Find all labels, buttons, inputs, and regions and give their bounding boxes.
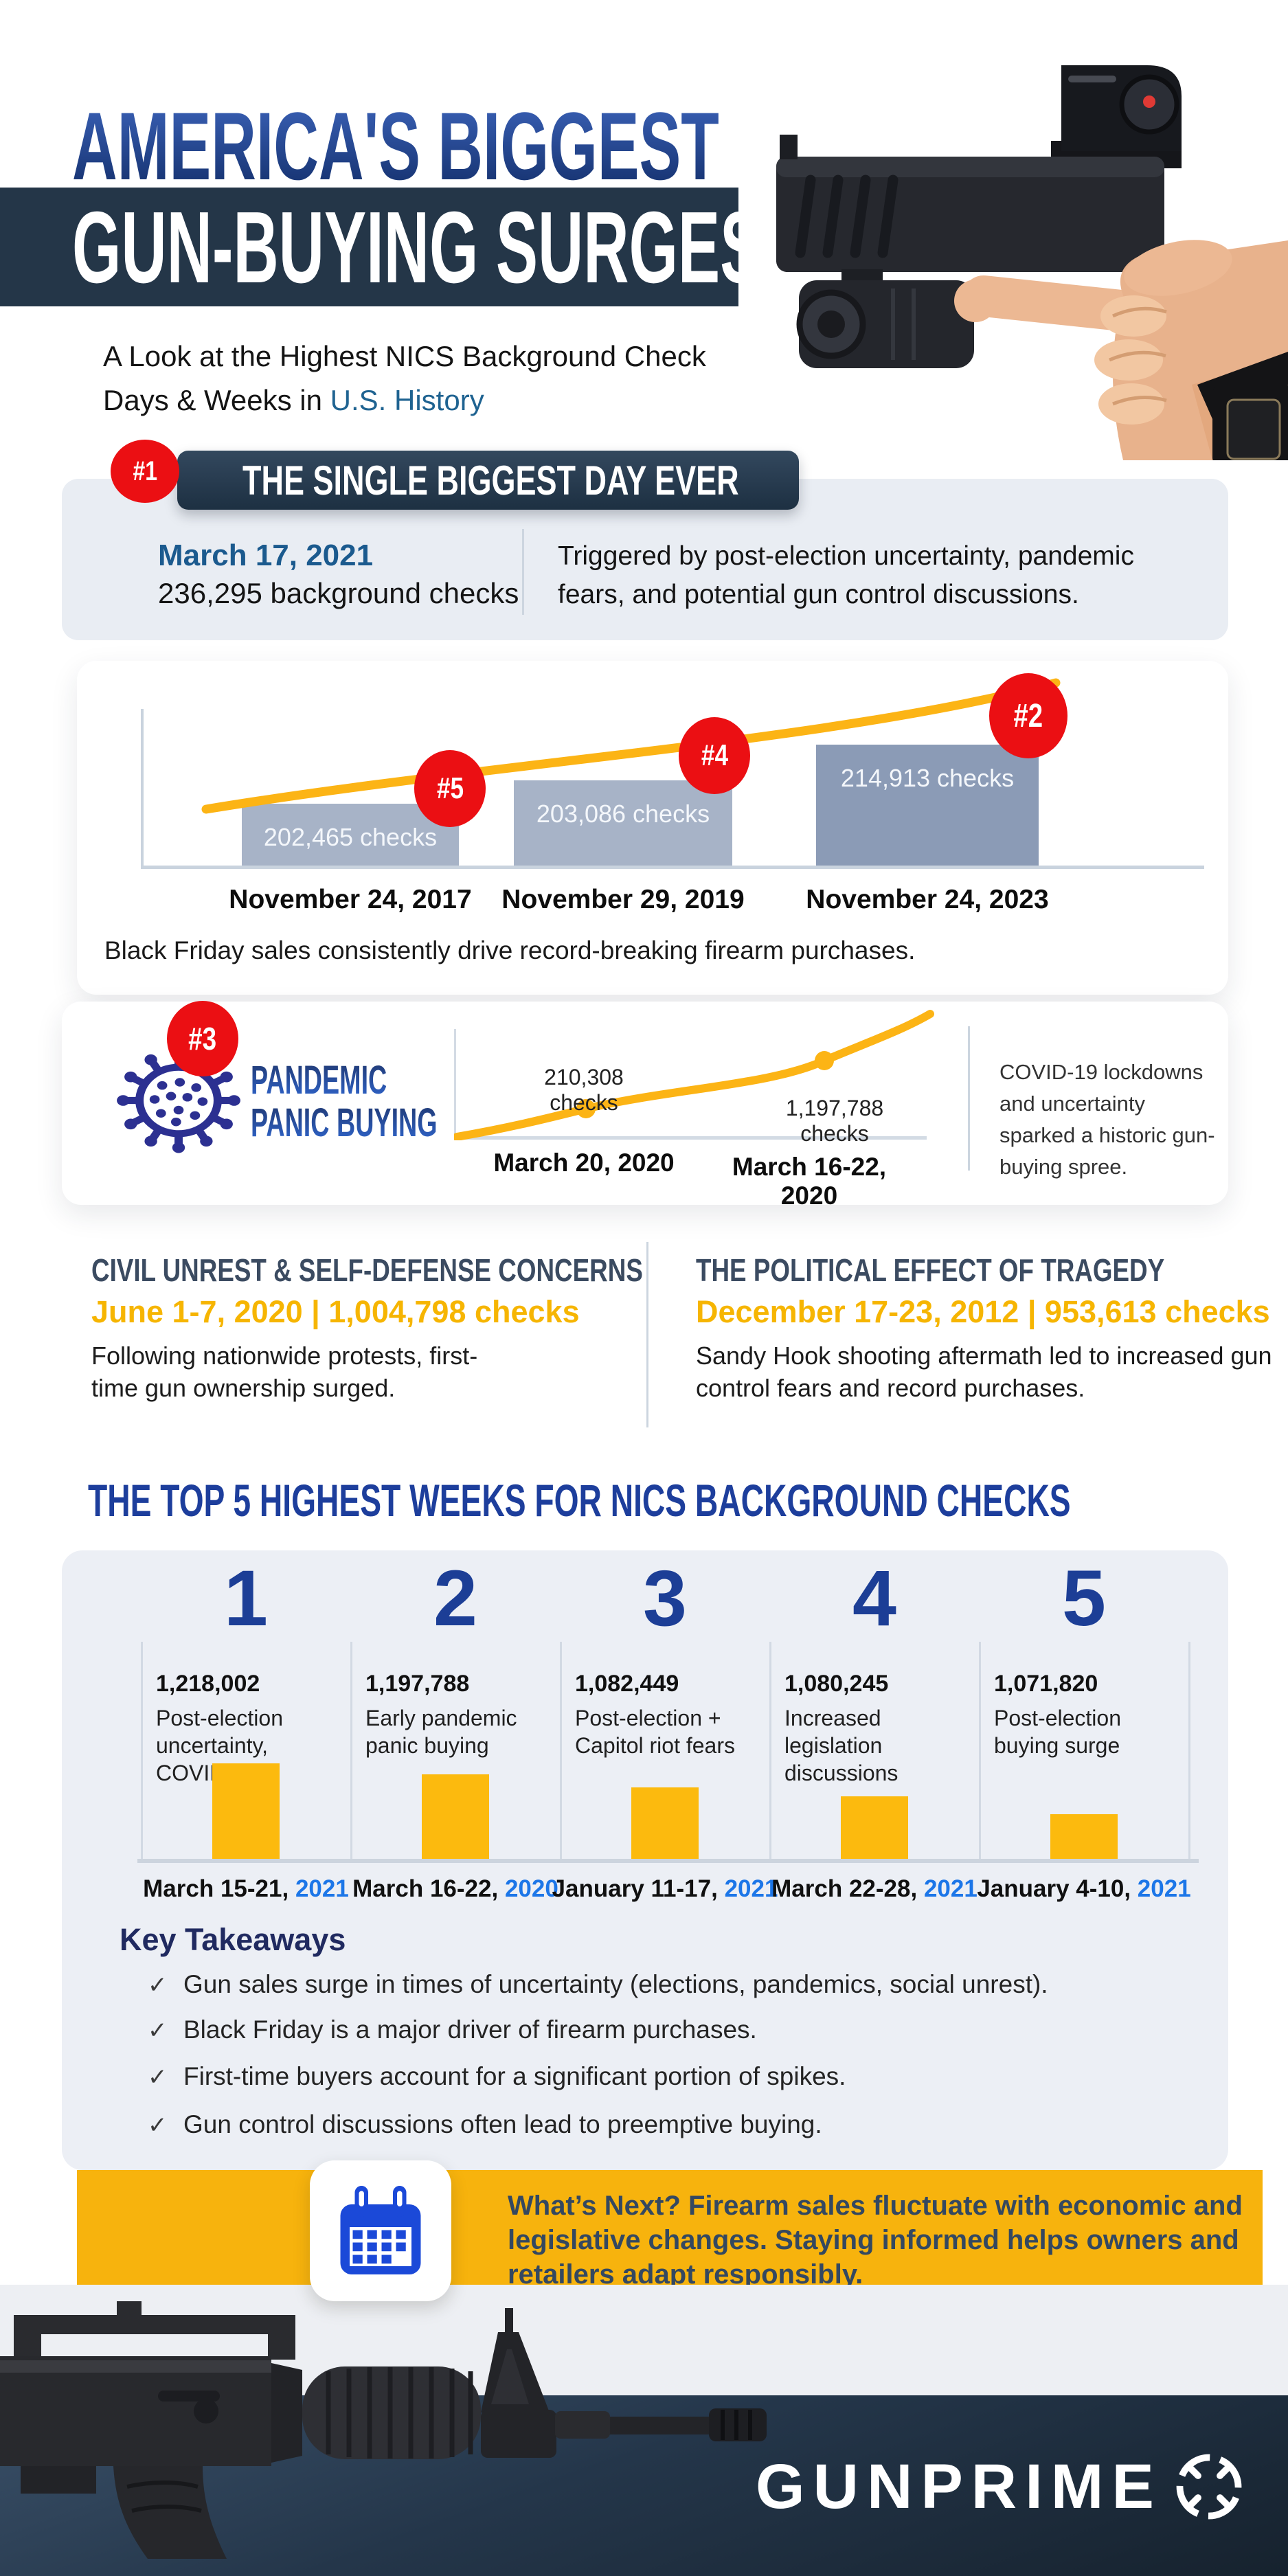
top5-stat-4: 1,080,245 Increased legislation discussio…: [784, 1671, 899, 1785]
bf-trend-curve: [201, 678, 1061, 814]
page-title-line1: AMERICA'S BIGGEST: [72, 92, 719, 200]
top5-divider-2: [560, 1642, 562, 1862]
key-takeaways-heading: Key Takeaways: [120, 1922, 346, 1957]
subtitle-line1: A Look at the Highest NICS Background Ch…: [103, 340, 706, 372]
top5-heading: THE TOP 5 HIGHEST WEEKS FOR NICS BACKGRO…: [88, 1475, 1071, 1526]
top5-date-5: January 4-10, 2021: [977, 1875, 1191, 1902]
whats-next-text: What’s Next? Firearm sales fluctuate wit…: [508, 2191, 1243, 2290]
tragedy-heading: THE POLITICAL EFFECT OF TRAGEDY: [696, 1252, 1165, 1288]
pandemic-y-axis: [454, 1029, 456, 1139]
subtitle-highlight: U.S. History: [330, 384, 484, 416]
bf-date-2017: November 24, 2017: [229, 885, 472, 914]
check-icon: ✓: [148, 2064, 168, 2090]
bf-baseline: [141, 866, 1204, 869]
top5-divider-3: [769, 1642, 771, 1862]
top5-rank-1: 1: [224, 1555, 268, 1642]
pistol-photo: [738, 0, 1288, 460]
top5-date-2: March 16-22, 2020: [352, 1875, 558, 1902]
top5-bar-1: [212, 1763, 280, 1862]
takeaway-item-2: ✓ Black Friday is a major driver of firea…: [148, 2015, 757, 2044]
top5-stat-5: 1,071,820 Post-election buying surge: [994, 1671, 1121, 1758]
banner-title: THE SINGLE BIGGEST DAY EVER: [242, 457, 739, 504]
top5-bar-4: [841, 1796, 908, 1862]
civil-unrest-heading: CIVIL UNREST & SELF-DEFENSE CONCERNS: [91, 1252, 643, 1288]
top5-divider-0: [141, 1642, 143, 1862]
bf-caption: Black Friday sales consistently drive re…: [104, 936, 916, 964]
bf-date-2019: November 29, 2019: [501, 885, 745, 914]
rank-2-badge: #2: [989, 673, 1067, 758]
top5-divider-4: [979, 1642, 981, 1862]
top5-date-4: March 22-28, 2021: [771, 1875, 978, 1902]
top5-rank-4: 4: [852, 1555, 896, 1642]
pandemic-point2-label: 1,197,788 checks: [785, 1096, 884, 1146]
biggest-day-date: March 17, 2021: [158, 539, 374, 572]
civil-unrest-stat: June 1-7, 2020 | 1,004,798 checks: [91, 1294, 580, 1329]
whats-next-banner: [77, 2170, 1263, 2285]
civil-unrest-body: Following nationwide protests, first- ti…: [91, 1342, 478, 1402]
top5-rank-3: 3: [643, 1555, 687, 1642]
subtitle: A Look at the Highest NICS Background Ch…: [103, 335, 706, 422]
pandemic-point1-label: 210,308 checks: [544, 1065, 624, 1115]
brand-name: GUNPRIME: [756, 2451, 1162, 2522]
bf-bar-2023: 214,913 checks: [816, 745, 1039, 866]
top5-bar-5: [1050, 1814, 1118, 1862]
biggest-day-stat: 236,295 background checks: [158, 577, 519, 609]
bf-date-2023: November 24, 2023: [806, 885, 1049, 914]
bf-y-axis: [141, 709, 144, 868]
rank-1-badge: #1: [111, 440, 179, 503]
top5-divider-5: [1188, 1642, 1190, 1862]
check-icon: ✓: [148, 2018, 168, 2044]
tragedy-stat: December 17-23, 2012 | 953,613 checks: [696, 1294, 1270, 1329]
pandemic-point2-date: March 16-22, 2020: [732, 1153, 887, 1210]
page-title-line2: GUN-BUYING SURGES: [72, 191, 762, 304]
single-biggest-day-banner: THE SINGLE BIGGEST DAY EVER: [177, 451, 799, 510]
top5-divider-1: [350, 1642, 352, 1862]
takeaway-item-3: ✓ First-time buyers account for a signifi…: [148, 2062, 846, 2090]
rank-4-badge: #4: [679, 717, 750, 794]
columns-divider: [646, 1242, 648, 1427]
pandemic-divider: [968, 1026, 970, 1171]
biggest-day-description: Triggered by post-election uncertainty, …: [558, 541, 1134, 609]
bf-bar-2019: 203,086 checks: [514, 780, 732, 866]
crosshair-icon: [1176, 2454, 1242, 2520]
calendar-tile: [310, 2160, 451, 2301]
calendar-icon: [340, 2185, 421, 2274]
card1-divider: [522, 529, 524, 615]
check-icon: ✓: [148, 1972, 168, 1998]
pandemic-curve: [454, 1010, 934, 1140]
top5-bar-3: [631, 1787, 699, 1862]
top5-date-3: January 11-17, 2021: [552, 1875, 778, 1902]
top5-bar-2: [422, 1774, 489, 1862]
top5-stat-3: 1,082,449 Post-election + Capitol riot fe…: [575, 1671, 735, 1758]
rifle-photo: [0, 2301, 767, 2559]
subtitle-line2: Days & Weeks in: [103, 384, 330, 416]
brand-logo: GUNPRIME: [756, 2444, 1252, 2529]
tragedy-body: Sandy Hook shooting aftermath led to inc…: [696, 1342, 1272, 1402]
pandemic-card: [62, 1002, 1228, 1205]
takeaway-item-4: ✓ Gun control discussions often lead to p…: [148, 2110, 822, 2138]
pandemic-title: PANDEMIC PANIC BUYING: [251, 1058, 438, 1145]
check-icon: ✓: [148, 2112, 168, 2138]
pandemic-baseline: [454, 1136, 927, 1140]
rank-5-badge: #5: [414, 750, 486, 827]
pandemic-point1-date: March 20, 2020: [493, 1149, 675, 1177]
top5-baseline: [137, 1859, 1199, 1863]
pandemic-description: COVID-19 lockdowns and uncertainty spark…: [999, 1060, 1215, 1179]
top5-rank-2: 2: [433, 1555, 477, 1642]
top5-stat-1: 1,218,002 Post-election uncertainty, COVI…: [156, 1671, 283, 1785]
takeaway-item-1: ✓ Gun sales surge in times of uncertainty…: [148, 1970, 1048, 1998]
rank-3-badge: #3: [167, 1001, 238, 1076]
top5-rank-5: 5: [1062, 1555, 1106, 1642]
top5-stat-2: 1,197,788 Early pandemic panic buying: [365, 1671, 517, 1758]
top5-date-1: March 15-21, 2021: [143, 1875, 349, 1902]
